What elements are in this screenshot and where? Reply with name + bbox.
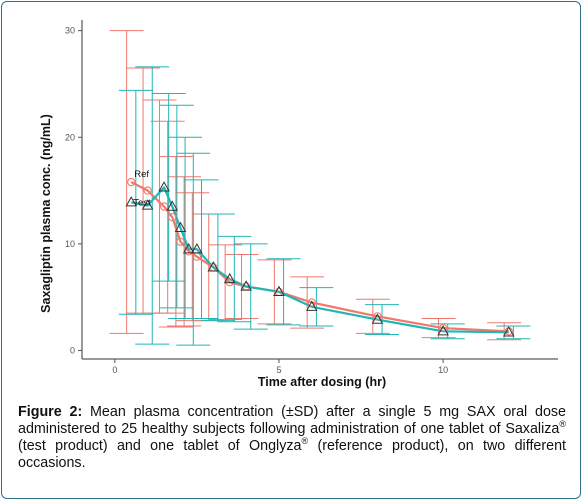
data-point-test bbox=[182, 242, 195, 254]
x-tick-label: 5 bbox=[276, 365, 281, 375]
data-point-ref bbox=[176, 237, 185, 246]
data-point-ref bbox=[159, 202, 169, 211]
registered-mark-1: ® bbox=[559, 419, 566, 430]
x-tick-label: 0 bbox=[112, 365, 117, 375]
error-bars bbox=[109, 30, 531, 346]
caption-label: Figure 2: bbox=[18, 404, 83, 420]
data-point-test bbox=[166, 200, 179, 211]
y-axis-title: Saxagliptin plasma conc. (ng/mL) bbox=[39, 114, 53, 313]
series-label-ref: Ref bbox=[134, 169, 149, 180]
data-point-test bbox=[306, 300, 318, 311]
y-tick-label: 10 bbox=[65, 239, 75, 249]
data-point-test bbox=[125, 196, 138, 207]
data-point-test bbox=[191, 242, 203, 254]
series-markers bbox=[125, 177, 515, 337]
y-tick-label: 30 bbox=[65, 26, 75, 36]
data-point-ref bbox=[307, 298, 316, 307]
caption-text-3: (reference product), on two different oc… bbox=[18, 438, 567, 471]
data-point-ref bbox=[438, 323, 448, 333]
axis-labels: Time after dosing (hr) Saxagliptin plasma… bbox=[39, 114, 386, 389]
data-point-test bbox=[207, 261, 220, 272]
series-line-test bbox=[130, 186, 509, 334]
data-point-ref bbox=[127, 177, 136, 187]
y-tick-label: 20 bbox=[65, 132, 75, 142]
data-point-ref bbox=[168, 213, 177, 222]
figure-caption: Figure 2: Mean plasma concentration (±SD… bbox=[18, 404, 566, 472]
data-point-test bbox=[223, 272, 236, 284]
x-axis-title: Time after dosing (hr) bbox=[258, 375, 386, 389]
x-tick-label: 10 bbox=[438, 365, 448, 375]
series-lines bbox=[130, 181, 509, 334]
data-point-ref bbox=[373, 312, 382, 321]
data-point-test bbox=[437, 325, 449, 336]
data-point-test bbox=[502, 326, 515, 337]
data-point-test bbox=[141, 199, 154, 210]
concentration-time-chart: 0 10 20 30 0 5 10 Time after dosing (hr) Saxagl… bbox=[39, 20, 558, 389]
data-point-test bbox=[240, 280, 252, 291]
chart-axes: 0 10 20 30 0 5 10 bbox=[65, 20, 558, 375]
data-point-test bbox=[174, 221, 187, 233]
data-point-test bbox=[371, 313, 384, 324]
data-point-test bbox=[158, 181, 170, 192]
data-point-ref bbox=[143, 186, 152, 195]
caption-text-1: Mean plasma concentration (±SD) after a … bbox=[18, 404, 567, 437]
registered-mark-2: ® bbox=[301, 436, 309, 447]
y-tick-label: 0 bbox=[70, 345, 75, 355]
caption-text-2: (test product) and one tablet of Onglyza bbox=[18, 438, 302, 454]
series-label-test: Test bbox=[133, 197, 151, 208]
data-point-test bbox=[273, 285, 285, 296]
